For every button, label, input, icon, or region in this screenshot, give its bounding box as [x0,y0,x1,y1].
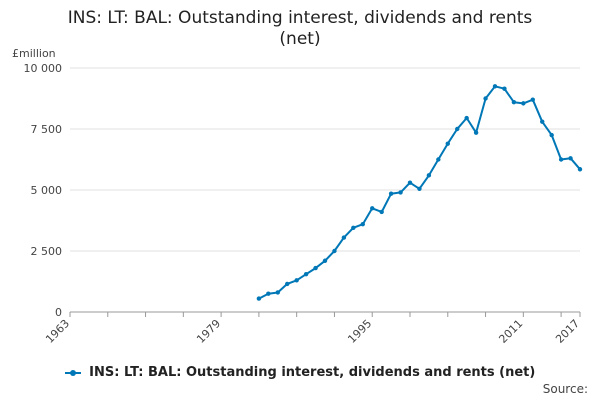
data-point [568,156,573,161]
x-tick-label: 1979 [194,317,223,346]
chart-title-line-1: INS: LT: BAL: Outstanding interest, divi… [67,8,533,28]
data-point [285,281,290,287]
data-point [398,190,403,195]
data-point [266,291,271,296]
legend[interactable]: INS: LT: BAL: Outstanding interest, divi… [0,365,600,380]
y-tick-label: 2 500 [31,245,63,258]
data-point [464,115,469,121]
data-point [407,180,413,185]
data-point [275,290,280,295]
data-point [360,221,365,227]
data-point [577,167,583,172]
legend-swatch [64,368,81,378]
data-point [303,271,309,277]
data-point [473,130,479,135]
data-point [426,173,432,178]
x-tick-label: 2017 [553,317,582,346]
data-point [483,96,488,101]
y-tick-label: 7 500 [31,123,63,136]
legend-label: INS: LT: BAL: Outstanding interest, divi… [89,365,536,380]
data-point [540,119,545,124]
data-point [558,157,564,162]
x-tick-label: 1995 [345,317,374,346]
data-point [417,186,422,191]
data-point [294,278,299,283]
y-tick-label: 5 000 [31,184,63,197]
data-point [445,141,450,146]
data-point [492,84,498,89]
data-point [332,248,337,254]
data-point [256,296,262,301]
data-point [502,86,507,91]
data-point [455,126,460,132]
data-point [379,209,384,215]
chart-title: INS: LT: BAL: Outstanding interest, divi… [0,8,600,50]
data-point [351,225,356,231]
data-point [521,101,526,106]
x-tick-label: 2011 [496,317,525,346]
data-point [511,99,517,105]
data-point [341,235,347,240]
y-tick-label: 10 000 [24,62,63,75]
data-point [549,132,554,138]
chart-title-line-2: (net) [279,29,321,49]
data-point [313,265,318,271]
source-label: Source: [542,382,588,396]
y-tick-label: 0 [55,306,62,319]
data-point [436,157,441,162]
y-axis-label: £million [12,47,56,60]
data-point [370,206,375,211]
series-line [258,85,581,300]
data-point [388,191,394,196]
data-point [322,258,328,263]
data-point [530,97,535,102]
x-tick-label: 1963 [43,317,72,346]
